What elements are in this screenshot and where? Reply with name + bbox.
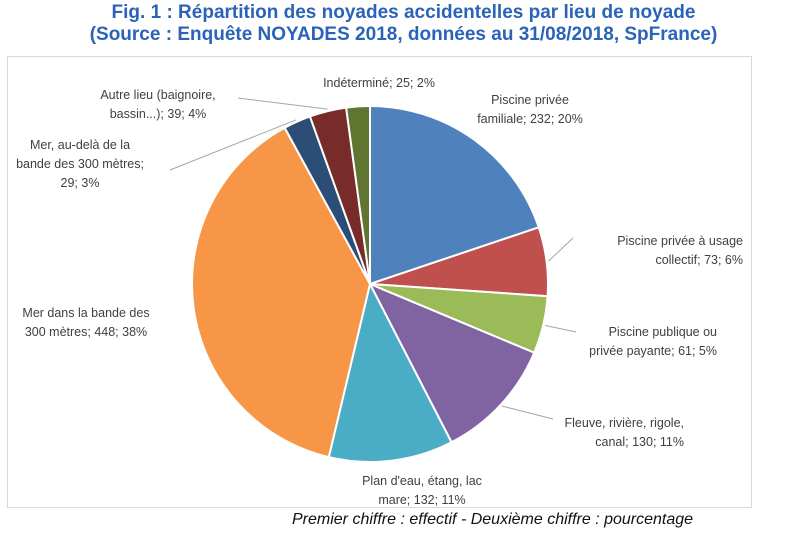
pie-chart: Piscine privée familiale; 232; 20% Piscine… <box>16 76 743 507</box>
leader-line <box>237 97 328 110</box>
pie-slice <box>367 282 536 444</box>
pie-slice <box>369 104 541 286</box>
leader-line <box>545 325 577 333</box>
figure-title: Fig. 1 : Répartition des noyades acciden… <box>111 2 696 23</box>
pie-slice <box>345 104 371 285</box>
data-label: Fleuve, rivière, rigole, canal; 130; 11% <box>565 416 685 449</box>
chart-footnote: Premier chiffre : effectif - Deuxième ch… <box>292 511 694 528</box>
pie-slice <box>191 126 372 459</box>
chart-area: Piscine privée familiale; 232; 20% Piscine… <box>7 56 752 508</box>
data-label: Indéterminé; 25; 2% <box>323 76 435 90</box>
data-label: Mer dans la bande des 300 mètres; 448; 38… <box>22 306 149 339</box>
leader-line <box>548 237 574 262</box>
data-label: Mer, au-delà de la bande des 300 mètres; 2… <box>16 138 144 190</box>
data-label: Piscine publique ou privée payante; 61; 5… <box>589 325 717 358</box>
data-label: Autre lieu (baignoire, bassin...); 39; 4% <box>100 88 215 121</box>
data-label: Piscine privée familiale; 232; 20% <box>477 93 583 126</box>
data-label: Plan d'eau, étang, lac mare; 132; 11% <box>362 474 482 507</box>
leader-line <box>502 405 554 420</box>
figure-source: (Source : Enquête NOYADES 2018, données … <box>89 24 718 45</box>
data-label: Piscine privée à usage collectif; 73; 6% <box>617 234 743 267</box>
leader-line <box>169 119 297 171</box>
